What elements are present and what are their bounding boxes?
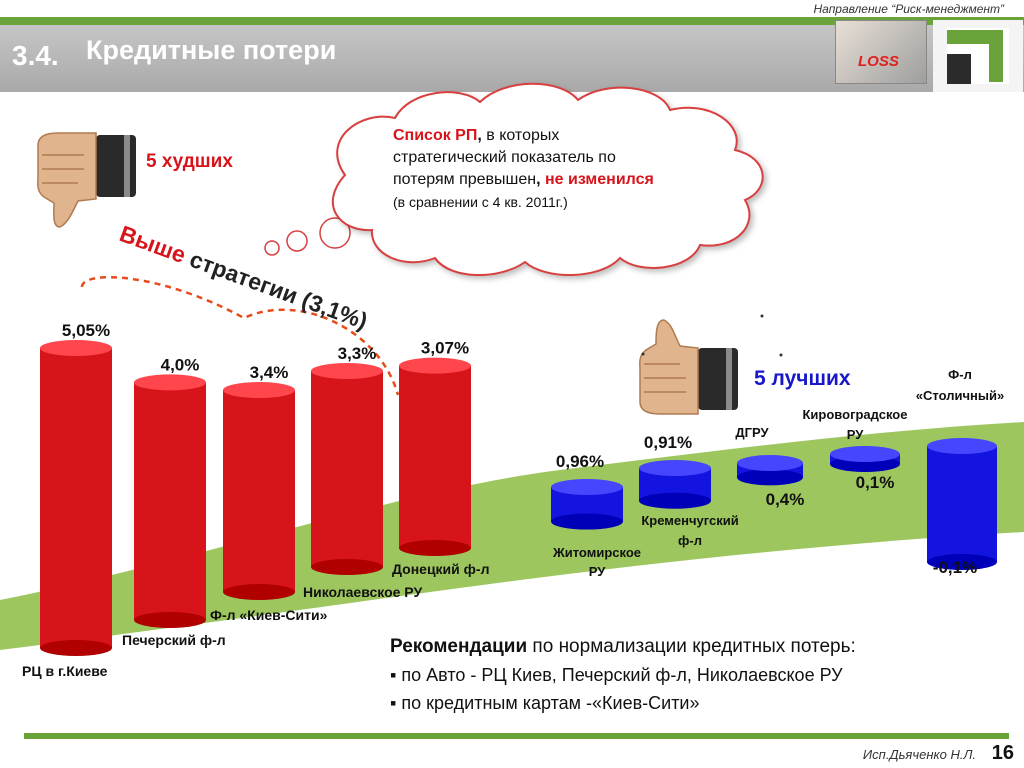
recommendation-item-2: ▪ по кредитным картам -«Киев-Сити» <box>390 693 700 713</box>
best-bar-5 <box>927 438 997 570</box>
best-category-2-line-1: Кременчугский <box>641 513 738 528</box>
worst-value-2: 4,0% <box>161 355 200 374</box>
best-bar-2 <box>639 460 711 509</box>
best-bar-1 <box>551 479 623 530</box>
worst-bar-1 <box>40 340 112 656</box>
thought-line1-rest: в которых <box>481 127 560 144</box>
best-category-4-line-1: Кировоградское <box>803 407 908 422</box>
worst-bar-4 <box>311 362 383 575</box>
best-value-5: -0,1% <box>933 558 977 577</box>
header-accent-line <box>0 17 1024 25</box>
footer-bar <box>24 733 1009 739</box>
best-category-3: ДГРУ <box>735 425 769 440</box>
best-value-1: 0,96% <box>556 452 604 471</box>
best-category-2-line-2: ф-л <box>678 533 702 548</box>
worst-bar-3 <box>223 382 295 600</box>
bubble-dot-2 <box>286 230 308 252</box>
worst-category-3: Ф-л «Киев-Сити» <box>210 607 328 623</box>
worst-bars <box>40 340 471 656</box>
worst-category-5: Донецкий ф-л <box>392 561 489 577</box>
thought-not-changed: не изменился <box>545 171 654 188</box>
bubble-dot-1 <box>264 240 280 256</box>
thought-comma-2: , <box>536 171 546 188</box>
worst-value-5: 3,07% <box>421 339 469 358</box>
worst-bar-2 <box>134 374 206 628</box>
chart-labels: 5,05% РЦ в г.Киеве 4,0% Печерский ф-л 3,4% Ф-… <box>22 321 1004 679</box>
best-bar-4 <box>830 446 900 472</box>
best-value-4: 0,1% <box>856 473 895 492</box>
worst-bar-5 <box>399 357 471 556</box>
recommendations-title: Рекомендации по нормализации кредитных п… <box>390 636 856 658</box>
thought-rp-highlight: Список РП <box>393 127 478 144</box>
best-value-2: 0,91% <box>644 433 692 452</box>
thought-comma-1: , <box>477 127 482 144</box>
recommendations-title-rest: по нормализации кредитных потерь: <box>527 636 856 657</box>
worst-category-2: Печерский ф-л <box>122 632 226 648</box>
worst-value-4: 3,3% <box>338 344 377 363</box>
best-category-5-line-2: «Столичный» <box>916 388 1004 403</box>
best-value-3: 0,4% <box>766 490 805 509</box>
bubble-dot-3 <box>319 217 351 249</box>
worst-category-1: РЦ в г.Киеве <box>22 663 108 679</box>
best-category-4-line-2: РУ <box>847 427 864 442</box>
best-bar-3 <box>737 455 803 486</box>
best-bars <box>551 438 997 570</box>
worst-value-3: 3,4% <box>250 363 289 382</box>
loss-image-text: LOSS <box>858 53 899 70</box>
slide-title: Кредитные потери <box>86 35 337 65</box>
worst-value-1: 5,05% <box>62 321 110 340</box>
thought-cloud <box>332 82 764 277</box>
thumbs-up-icon <box>639 319 738 415</box>
slide-number: 3.4. <box>12 40 59 71</box>
direction-label: Направление “Риск-менеджмент” <box>813 2 1004 16</box>
best-category-1-line-2: РУ <box>589 564 606 579</box>
best-label: 5 лучших <box>754 367 851 390</box>
recommendation-item-1: ▪ по Авто - РЦ Киев, Печерский ф-л, Нико… <box>390 665 843 685</box>
worst-category-4: Николаевское РУ <box>303 584 422 600</box>
recommendations-title-bold: Рекомендации <box>390 636 528 657</box>
best-category-5-line-1: Ф-л <box>948 367 972 382</box>
thumbs-down-icon <box>37 132 136 228</box>
loss-image <box>835 20 927 84</box>
strategy-brace <box>80 275 400 396</box>
best-category-1-line-1: Житомирское <box>552 545 641 560</box>
thought-line2: стратегический показатель по <box>393 149 616 166</box>
page-number: 16 <box>991 742 1014 764</box>
worst-label: 5 худших <box>146 151 233 172</box>
bank-logo <box>933 20 1023 92</box>
thought-line3-start: потерям превышен <box>393 171 537 188</box>
thought-line4: (в сравнении с 4 кв. 2011г.) <box>393 194 568 210</box>
footer-author: Исп.Дьяченко Н.Л. <box>862 747 976 762</box>
bank-logo-icon <box>947 28 1009 84</box>
thought-text: Список РП, в которых стратегический пока… <box>393 125 773 213</box>
